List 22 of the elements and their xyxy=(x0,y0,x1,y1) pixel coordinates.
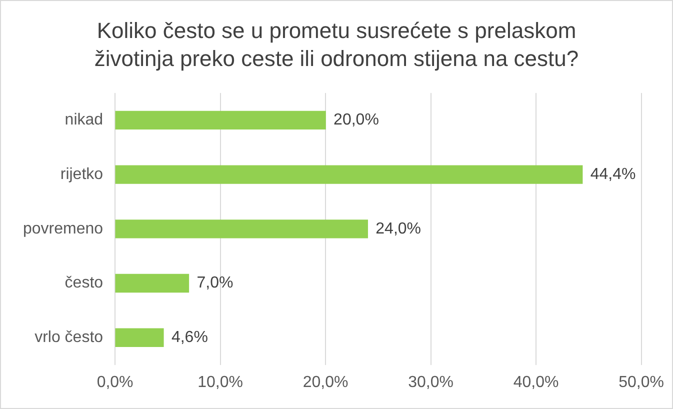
y-tick-label: nikad xyxy=(64,112,104,129)
data-label: 24,0% xyxy=(376,220,422,238)
data-label: 44,4% xyxy=(590,166,636,183)
bar xyxy=(115,110,326,130)
x-tick-label: 50,0% xyxy=(618,374,664,391)
chart-title: Koliko često se u prometu susrećete s prelaskom životinja preko ceste ili odronom stijena na cestu? xyxy=(93,17,580,73)
data-label: 20,0% xyxy=(334,112,379,129)
data-label: 7,0% xyxy=(196,274,234,292)
bar xyxy=(115,274,190,293)
x-tick-label: 30,0% xyxy=(408,374,454,391)
x-tick-label: 10,0% xyxy=(198,374,243,391)
bar xyxy=(115,328,164,347)
bar xyxy=(115,165,583,184)
x-tick-label: 40,0% xyxy=(513,374,559,391)
x-tick-label: 0,0% xyxy=(96,374,134,391)
y-tick-label: vrlo često xyxy=(34,329,104,346)
bar xyxy=(115,220,368,238)
y-tick-label: rijetko xyxy=(60,166,104,183)
data-label: 4,6% xyxy=(171,329,208,346)
y-tick-label: povremeno xyxy=(23,220,104,238)
x-tick-label: 20,0% xyxy=(302,374,348,391)
y-tick-label: često xyxy=(64,274,104,292)
